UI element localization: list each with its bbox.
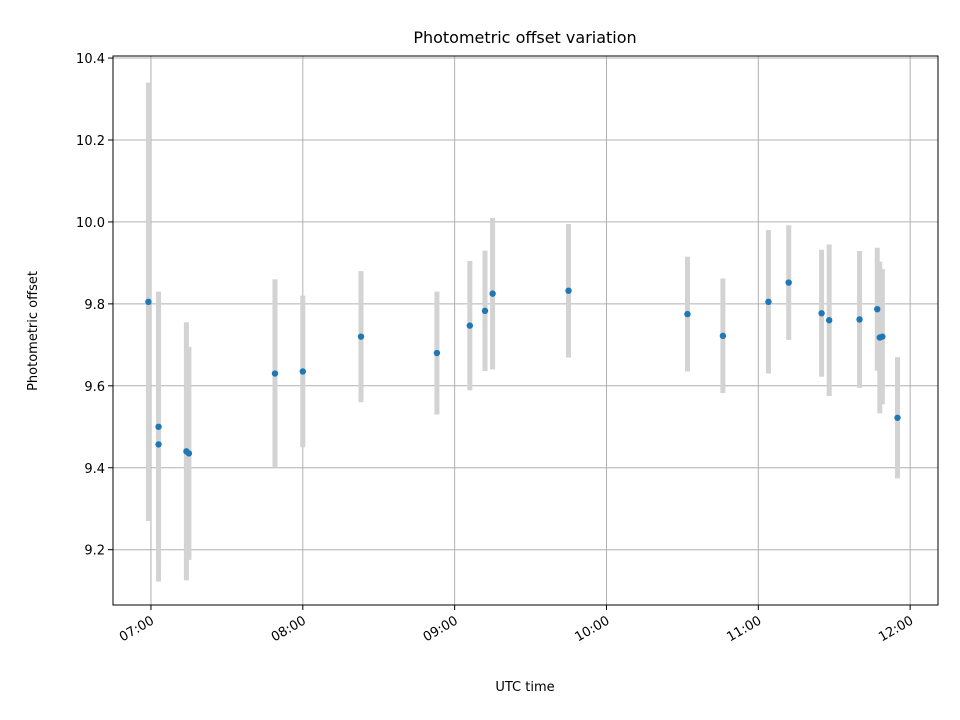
x-tick-label: 07:00: [117, 613, 157, 645]
y-tick-label: 10.0: [76, 216, 105, 231]
chart-title: Photometric offset variation: [413, 28, 636, 47]
grid: [113, 56, 938, 605]
data-point: [894, 414, 901, 421]
data-point: [489, 290, 496, 297]
y-tick-label: 9.2: [84, 544, 105, 559]
y-tick-label: 9.4: [84, 462, 105, 477]
data-point: [299, 368, 307, 375]
y-tick-label: 9.8: [84, 298, 105, 313]
data-point: [856, 316, 863, 323]
plot-background: [113, 56, 938, 605]
data-point: [818, 310, 825, 317]
x-tick-label: 11:00: [724, 613, 764, 645]
data-point: [719, 332, 727, 340]
data-point: [155, 423, 162, 430]
data-point: [879, 333, 886, 340]
data-point: [185, 450, 193, 457]
x-tick-label: 12:00: [876, 613, 916, 645]
data-points: [145, 279, 901, 457]
data-point: [155, 441, 162, 448]
y-tick-label: 9.6: [84, 380, 105, 395]
y-tick-label: 10.4: [76, 52, 105, 67]
y-axis-ticks: 9.2 9.4 9.6 9.8 10.0 10.2 10.4: [76, 52, 113, 559]
data-point: [357, 333, 365, 340]
data-point: [481, 307, 489, 315]
y-axis-label: Photometric offset: [26, 271, 41, 391]
x-axis-ticks: 07:00 08:00 09:00 10:00 11:00 12:00: [117, 605, 916, 645]
data-point: [145, 298, 152, 306]
x-tick-label: 10:00: [573, 613, 613, 645]
x-tick-label: 08:00: [269, 613, 309, 645]
x-tick-label: 09:00: [421, 613, 461, 645]
data-point: [466, 322, 474, 329]
data-point: [765, 298, 772, 306]
data-point: [433, 349, 441, 357]
data-point: [271, 370, 279, 377]
data-point: [825, 317, 833, 324]
x-axis-label: UTC time: [495, 680, 554, 695]
data-point: [565, 287, 572, 294]
data-point: [785, 279, 792, 286]
y-tick-label: 10.2: [76, 134, 105, 149]
data-point: [874, 305, 881, 313]
plot-frame: [112, 55, 939, 606]
data-point: [684, 310, 691, 318]
